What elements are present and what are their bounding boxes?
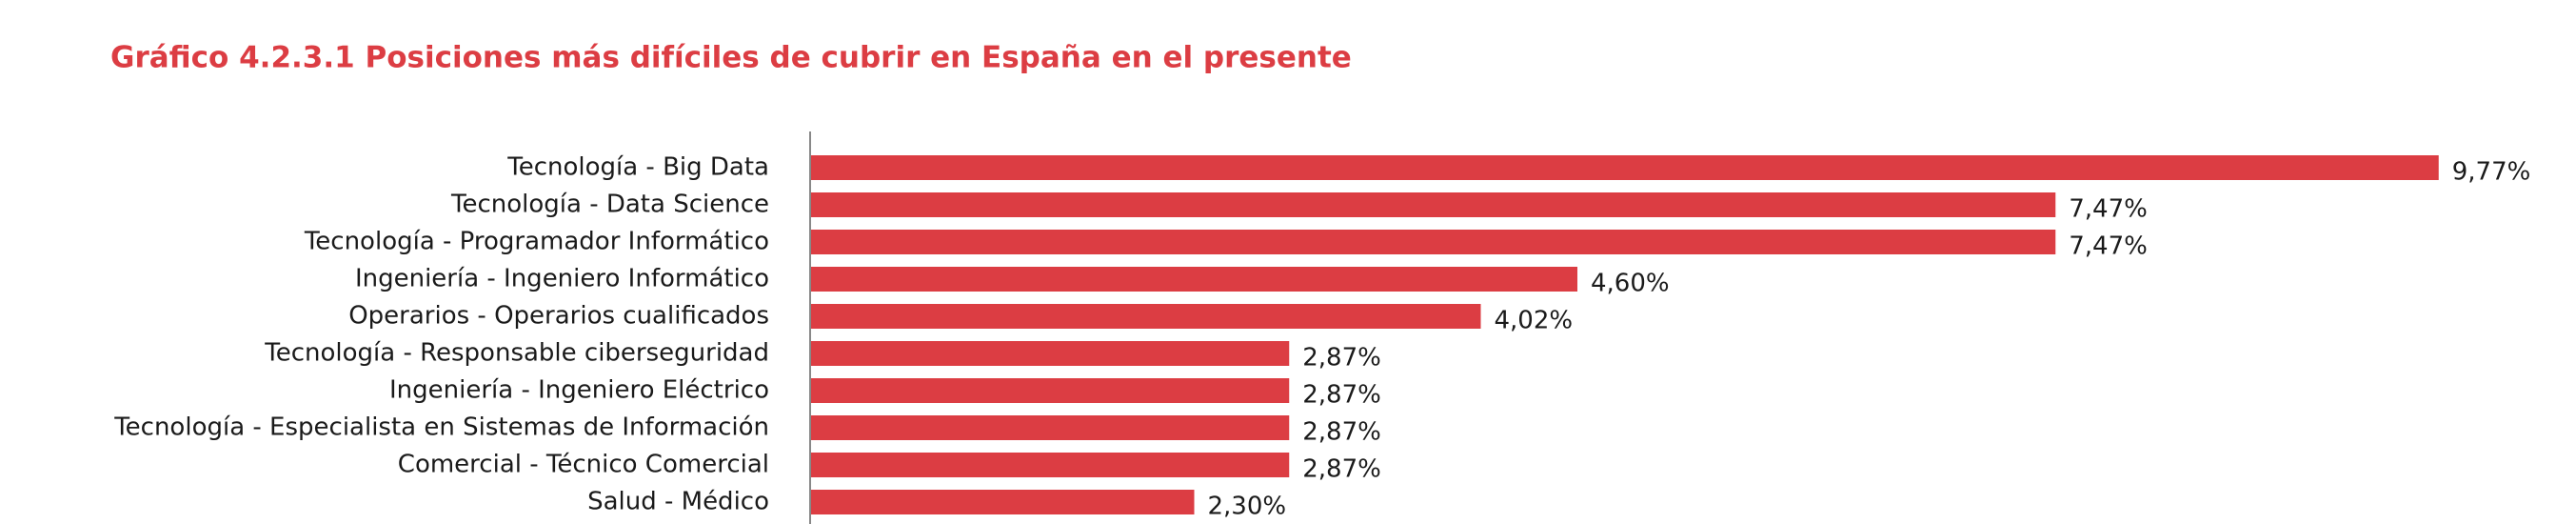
category-label: Salud - Médico	[587, 488, 769, 516]
value-label: 7,47%	[2069, 195, 2148, 224]
bar	[811, 155, 2439, 180]
value-label: 9,77%	[2452, 158, 2531, 187]
category-label: Ingeniería - Ingeniero Informático	[355, 265, 769, 293]
category-label: Tecnología - Big Data	[506, 153, 769, 182]
chart-title: Gráfico 4.2.3.1 Posiciones más difíciles…	[110, 41, 1352, 75]
bar	[811, 192, 2056, 217]
bar	[811, 490, 1195, 514]
value-label: 2,87%	[1302, 455, 1381, 484]
category-label: Operarios - Operarios cualificados	[348, 302, 769, 331]
category-label: Tecnología - Especialista en Sistemas de…	[113, 413, 769, 442]
value-label: 2,87%	[1302, 381, 1381, 410]
category-label: Tecnología - Responsable ciberseguridad	[264, 339, 769, 368]
bar	[811, 267, 1577, 292]
value-label: 4,60%	[1591, 270, 1670, 298]
category-label: Tecnología - Data Science	[450, 191, 769, 219]
bar	[811, 230, 2056, 254]
value-label: 2,87%	[1302, 344, 1381, 373]
category-label: Ingeniería - Ingeniero Eléctrico	[389, 376, 769, 405]
value-label: 2,30%	[1208, 493, 1287, 521]
bar	[811, 304, 1481, 329]
category-label: Comercial - Técnico Comercial	[398, 451, 769, 479]
bar	[811, 415, 1290, 440]
bar	[811, 341, 1290, 366]
value-label: 2,87%	[1302, 418, 1381, 447]
value-label: 4,02%	[1495, 307, 1574, 335]
value-label: 7,47%	[2069, 232, 2148, 261]
bar	[811, 378, 1290, 403]
bar	[811, 453, 1290, 477]
category-label: Tecnología - Programador Informático	[304, 228, 769, 256]
